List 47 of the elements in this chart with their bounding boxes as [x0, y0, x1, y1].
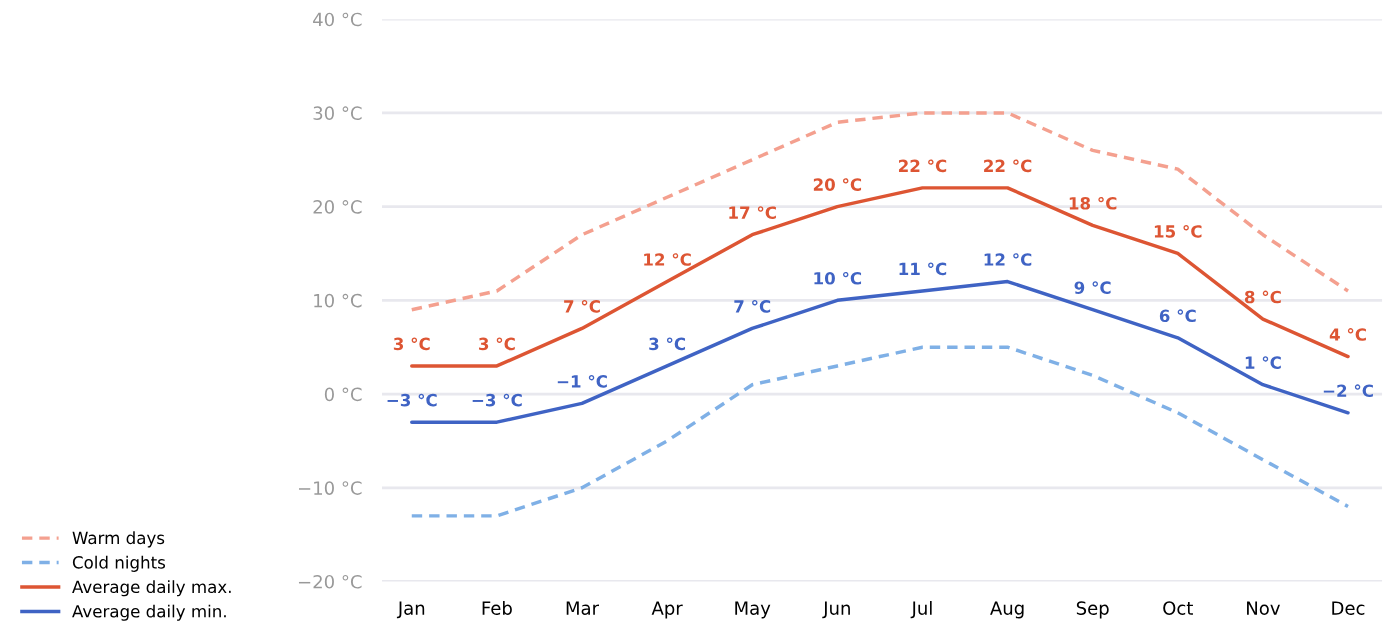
data-label: 7 °C [564, 300, 600, 313]
data-label: 7 °C [734, 300, 771, 313]
x-tick-label: Jul [910, 600, 932, 619]
y-tick-label: 20 °C [313, 200, 362, 214]
y-tick-label: 40 °C [313, 12, 362, 27]
legend-label: Warm days [72, 531, 165, 548]
data-label: 3 °C [479, 337, 515, 351]
data-label: 6 °C [1159, 309, 1196, 323]
x-tick-label: Dec [1332, 601, 1365, 615]
x-tick-label: Sep [1076, 601, 1109, 619]
data-label: 18 °C [1069, 196, 1117, 210]
data-label: −3 °C [387, 393, 437, 407]
data-label: 3 °C [649, 337, 686, 351]
data-label: 4 °C [1329, 328, 1366, 341]
data-label: 9 °C [1074, 281, 1111, 294]
y-tick-label: −10 °C [298, 481, 362, 495]
data-label: 1 °C [1245, 356, 1281, 369]
data-label: 17 °C [729, 206, 776, 219]
data-label: 22 °C [984, 159, 1032, 173]
x-tick-label: Aug [990, 601, 1024, 619]
data-label: 11 °C [899, 262, 947, 276]
x-tick-label: Jun [822, 601, 850, 619]
x-tick-label: Oct [1163, 601, 1193, 615]
y-tick-label: 10 °C [314, 293, 362, 308]
legend-label: Cold nights [72, 555, 166, 572]
x-tick-label: Nov [1247, 601, 1280, 615]
y-tick-label: 0 °C [324, 387, 362, 402]
x-tick-label: Feb [482, 600, 512, 615]
data-label: 15 °C [1154, 225, 1202, 238]
data-label: −1 °C [557, 374, 607, 388]
data-label: 12 °C [644, 253, 691, 266]
y-tick-label: −20 °C [298, 574, 362, 589]
y-tick-label: 30 °C [313, 106, 362, 121]
x-tick-label: Mar [566, 601, 600, 615]
legend-label: Average daily max. [72, 580, 231, 597]
data-label: 22 °C [898, 159, 947, 173]
data-label: 12 °C [984, 253, 1032, 266]
data-label: 8 °C [1244, 290, 1281, 304]
data-label: −3 °C [472, 393, 522, 407]
x-tick-label: May [735, 601, 771, 619]
data-label: −2 °C [1323, 384, 1373, 398]
x-tick-label: Jan [396, 601, 425, 619]
data-label: 3 °C [393, 337, 430, 351]
data-label: 20 °C [813, 178, 862, 191]
legend-label: Average daily min. [72, 604, 226, 621]
data-label: 10 °C [814, 271, 862, 285]
x-tick-label: Apr [651, 601, 683, 619]
